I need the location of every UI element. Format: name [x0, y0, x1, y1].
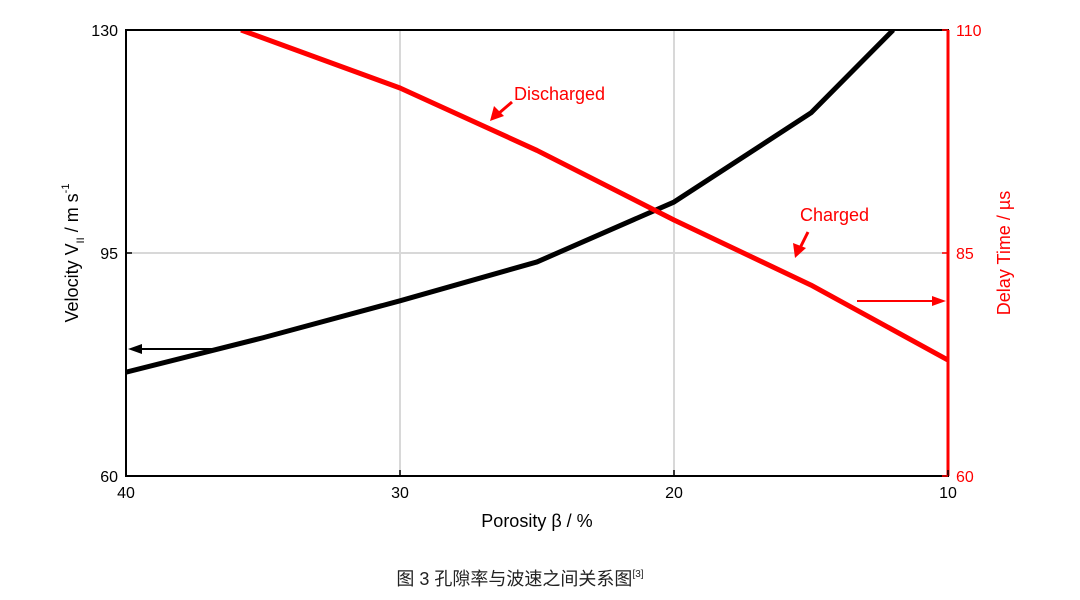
y-label-sub: II	[75, 237, 87, 243]
annotation: Charged	[800, 205, 869, 225]
y-tick-label: 130	[91, 23, 118, 40]
data-line	[126, 30, 895, 375]
annotation: Discharged	[514, 84, 605, 104]
x-axis-label: Porosity β / %	[481, 511, 592, 531]
y-label-sup: -1	[60, 184, 72, 194]
y2-tick-label: 85	[956, 246, 974, 263]
annotation-arrow	[798, 231, 810, 249]
y-tick-label: 60	[100, 469, 118, 486]
x-tick-label: 30	[391, 485, 409, 502]
axis-arrow-head	[932, 296, 946, 306]
caption: 图 3 孔隙率与波速之间关系图[3]	[396, 569, 643, 589]
x-tick-label: 10	[939, 485, 957, 502]
y-tick-label: 95	[100, 246, 118, 263]
y2-axis-label: Delay Time / µs	[994, 191, 1014, 315]
annotation-arrow	[497, 100, 513, 116]
lines	[126, 30, 948, 375]
y-axis-label: Velocity VII / m s-1	[60, 184, 87, 323]
annotation-arrow-head	[793, 243, 806, 258]
data-line	[240, 30, 948, 363]
caption-text: 图 3 孔隙率与波速之间关系图	[396, 569, 632, 589]
annotation-arrow-head	[490, 106, 504, 121]
y2-tick-label: 60	[956, 469, 974, 486]
y-label-main: Velocity V	[62, 243, 82, 322]
x-tick-label: 20	[665, 485, 683, 502]
grid	[126, 30, 948, 476]
y2-tick-label: 110	[956, 23, 982, 40]
caption-ref: [3]	[632, 569, 643, 580]
y-label-unit: / m s	[62, 193, 82, 237]
axis-arrow-head	[128, 344, 142, 354]
x-tick-label: 40	[117, 485, 135, 502]
